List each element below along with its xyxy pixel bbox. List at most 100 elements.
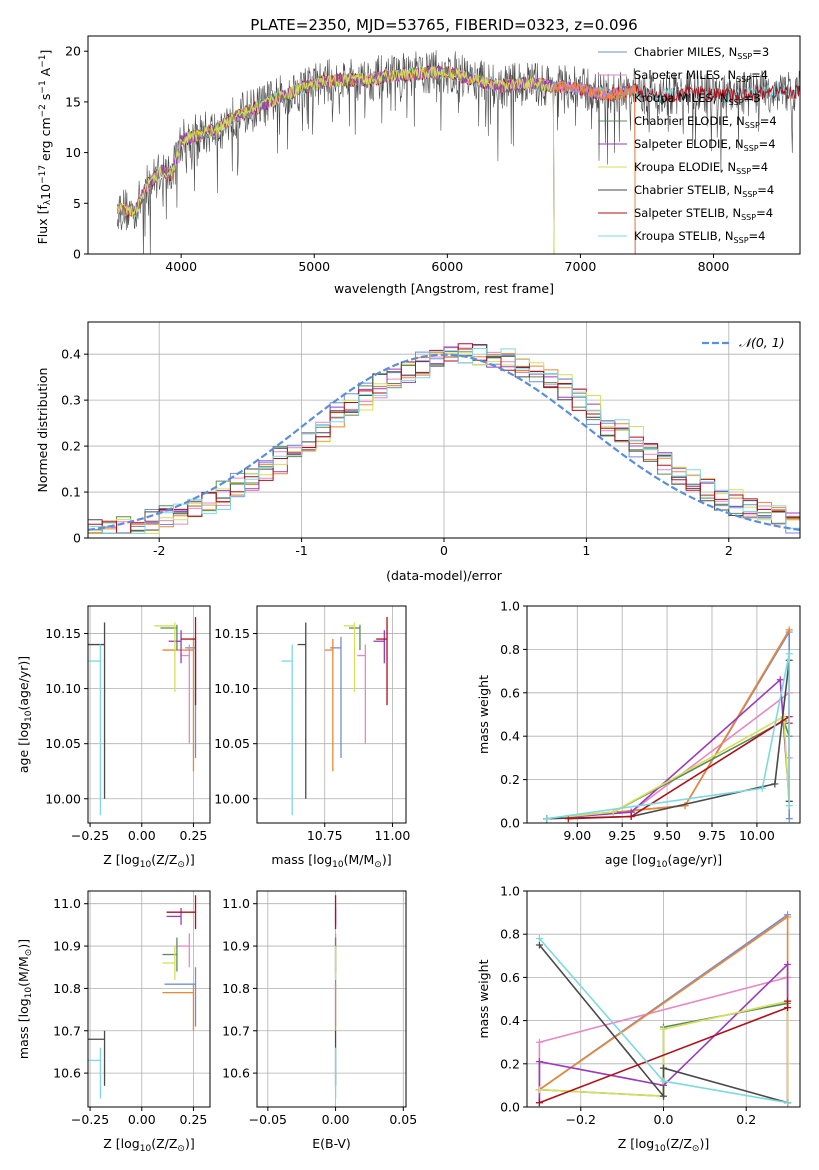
y-tick-label: 20 bbox=[65, 44, 81, 59]
legend-nssp-eq: = bbox=[759, 137, 769, 151]
y-tick-label: 0.4 bbox=[500, 1013, 520, 1028]
y-tick-label: 10.00 bbox=[214, 791, 250, 806]
x-axis-label-part: (Z/Z bbox=[151, 852, 177, 867]
mass-weight-marker bbox=[784, 960, 792, 968]
y-axis-label-part: Flux [f bbox=[35, 205, 50, 245]
y-tick-label: 10.10 bbox=[214, 681, 250, 696]
mass-weight-marker bbox=[627, 812, 635, 820]
data-point-errorbar bbox=[162, 946, 176, 980]
x-axis-label: mass [log10(M/M⊙)] bbox=[271, 852, 391, 870]
plot-area bbox=[535, 911, 792, 1107]
legend-model: Salpeter ELODIE bbox=[634, 137, 728, 151]
x-tick-label: −0.2 bbox=[566, 1112, 596, 1127]
y-tick-label: 10 bbox=[65, 145, 81, 160]
mass-weight-marker bbox=[681, 802, 689, 810]
data-point-errorbar bbox=[297, 622, 307, 799]
x-tick-label: −0.05 bbox=[249, 1112, 287, 1127]
y-axis-label-part: (age/yr)] bbox=[16, 656, 31, 711]
legend-model: Kroupa MILES bbox=[634, 91, 713, 105]
x-tick-label: 10.00 bbox=[739, 828, 775, 843]
legend-nssp-eq: = bbox=[751, 160, 761, 174]
data-point-errorbar bbox=[154, 622, 176, 692]
y-tick-label: 0 bbox=[73, 531, 81, 546]
x-tick-label: 2 bbox=[725, 543, 733, 558]
x-tick-label: −0.25 bbox=[71, 828, 109, 843]
x-axis-label-part: 10 bbox=[140, 860, 152, 870]
axes-frame bbox=[87, 605, 211, 824]
plot-area bbox=[116, 50, 800, 254]
mass-weight-marker bbox=[543, 815, 551, 823]
legend-label: Kroupa MILES, NSSP=3 bbox=[634, 91, 761, 107]
y-axis-label-part: age [log bbox=[16, 722, 31, 773]
data-point-errorbar bbox=[166, 895, 197, 930]
y-tick-label: 10.7 bbox=[53, 1023, 81, 1038]
x-axis-label-part: 10 bbox=[140, 1144, 152, 1154]
x-tick-label: 8000 bbox=[698, 259, 730, 274]
legend-nssp-sub: SSP bbox=[736, 75, 751, 84]
y-tick-label: 10.15 bbox=[214, 626, 250, 641]
mass-weight-marker bbox=[758, 784, 766, 792]
legend-nssp-prefix: , N bbox=[720, 68, 736, 82]
legend-nssp-value: 4 bbox=[768, 137, 775, 151]
legend-nssp-value: 3 bbox=[753, 91, 760, 105]
mass-weight-marker bbox=[785, 802, 793, 810]
y-tick-label: 10.7 bbox=[222, 1023, 250, 1038]
x-axis-label-part: (Z/Z bbox=[666, 1136, 692, 1151]
y-axis-label: Flux [fλ10−17 erg cm−2 s−1 A−1] bbox=[35, 50, 53, 245]
y-tick-label: 10.05 bbox=[45, 736, 81, 751]
x-tick-label: 9.25 bbox=[608, 828, 636, 843]
x-tick-label: 9.75 bbox=[698, 828, 726, 843]
y-axis-label: age [log10(age/yr)] bbox=[16, 656, 34, 773]
mass-weight-marker bbox=[784, 1099, 792, 1107]
axes-frame bbox=[256, 605, 407, 824]
legend-nssp-sub: SSP bbox=[736, 167, 751, 176]
mass-weight-marker bbox=[535, 1058, 543, 1066]
y-axis-label-part: 10 bbox=[24, 987, 34, 999]
x-axis-label-part: ⊙ bbox=[177, 1144, 185, 1154]
y-tick-label: 0.6 bbox=[500, 970, 520, 985]
panel-massweight-age: 9.00 9.25 9.50 9.75 10.00 0.0 0.2 0.4 0.6 0.8 1.0 a… bbox=[476, 599, 801, 870]
x-axis-label-part: mass [log bbox=[271, 852, 332, 867]
data-point-errorbar bbox=[281, 644, 293, 816]
y-tick-label: 0.4 bbox=[500, 729, 520, 744]
data-point-errorbar bbox=[330, 636, 342, 759]
y-axis-label-part: mass [log bbox=[16, 998, 31, 1059]
x-tick-label: -2 bbox=[153, 543, 165, 558]
mass-weight-marker bbox=[785, 626, 793, 634]
x-axis-label-part: )] bbox=[699, 1136, 709, 1151]
legend-model: Chabrier MILES bbox=[634, 45, 721, 59]
y-axis-label-part: 10 bbox=[24, 710, 34, 722]
data-point-errorbar bbox=[376, 617, 388, 706]
axes-frame bbox=[87, 35, 801, 255]
y-tick-label: 15 bbox=[65, 94, 81, 109]
legend-model: Salpeter STELIB bbox=[634, 206, 725, 220]
legend-nssp-eq: = bbox=[744, 91, 754, 105]
y-axis-label-part: )] bbox=[16, 939, 31, 949]
normal-curve bbox=[88, 353, 800, 531]
x-tick-label: 0.00 bbox=[128, 1112, 156, 1127]
x-axis-label: (data-model)/error bbox=[386, 568, 503, 583]
legend-nssp-prefix: , N bbox=[721, 45, 737, 59]
y-tick-label: 10.00 bbox=[45, 791, 81, 806]
x-axis-label-part: )] bbox=[185, 852, 195, 867]
data-point-errorbar bbox=[166, 907, 182, 925]
x-tick-label: 1 bbox=[582, 543, 590, 558]
y-tick-label: 0.8 bbox=[500, 642, 520, 657]
y-axis-label-part: (M/M bbox=[16, 956, 31, 987]
legend-label: Chabrier MILES, NSSP=3 bbox=[634, 45, 769, 61]
legend-nssp-value: 4 bbox=[767, 183, 774, 197]
data-point-errorbar bbox=[88, 644, 102, 816]
y-tick-label: 10.6 bbox=[222, 1066, 250, 1081]
data-point-errorbar bbox=[357, 644, 367, 744]
y-axis-label-part: s bbox=[38, 94, 53, 105]
data-point-errorbar bbox=[162, 639, 195, 772]
y-tick-label: 11.0 bbox=[53, 896, 81, 911]
legend-nssp-sub: SSP bbox=[734, 236, 749, 245]
data-point-errorbar bbox=[88, 1047, 102, 1099]
y-tick-label: 0.2 bbox=[61, 439, 81, 454]
x-axis-label-part: 10 bbox=[654, 1144, 666, 1154]
